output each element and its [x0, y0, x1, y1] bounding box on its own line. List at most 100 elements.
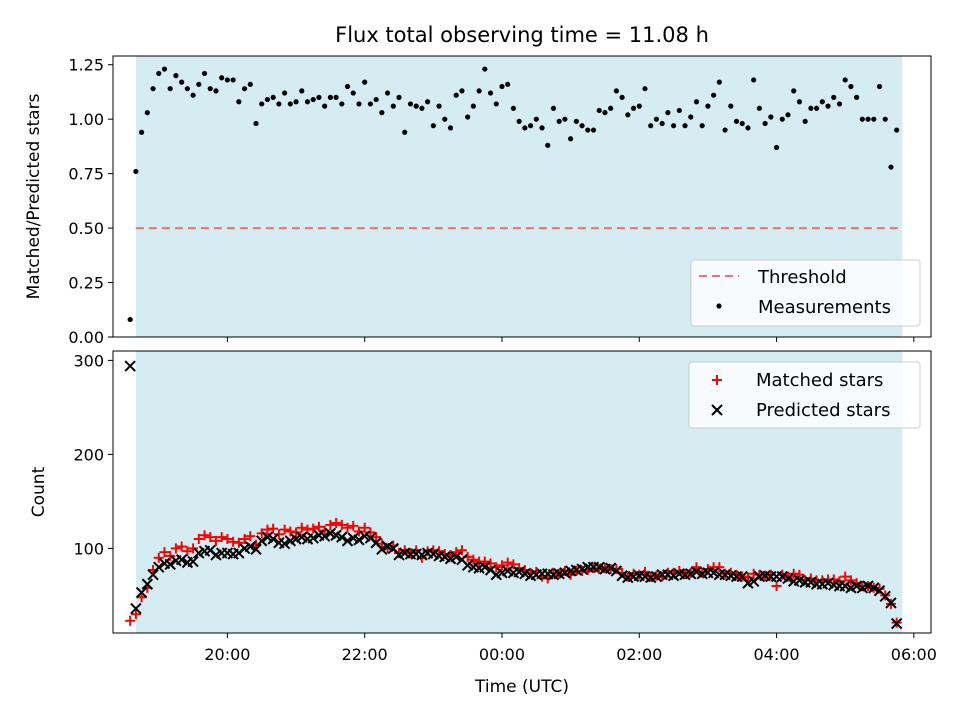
predicted-star-marker [318, 530, 331, 542]
measurement-point [510, 105, 517, 111]
measurement-point [848, 83, 854, 90]
bottom-legend: Matched stars Predicted stars [688, 361, 921, 429]
predicted-stars-markers [124, 360, 903, 630]
measurement-point [379, 110, 385, 116]
measurement-point [487, 90, 494, 96]
measurement-point [230, 77, 236, 83]
bottom-y-tick-label: 300 [73, 351, 104, 370]
measurement-point [396, 94, 402, 100]
measurement-point [459, 88, 465, 94]
measurement-point [842, 77, 848, 83]
top-x-tick-marks [226, 337, 915, 342]
measurement-point [585, 127, 591, 133]
bottom-y-tick-label: 200 [73, 445, 104, 464]
legend-measurements-swatch [716, 303, 722, 309]
measurement-point [493, 101, 499, 107]
predicted-star-marker [862, 580, 874, 592]
predicted-star-marker [244, 540, 256, 553]
bottom-y-axis: 100 200 300 [73, 351, 113, 558]
predicted-star-marker [736, 570, 748, 583]
predicted-star-marker [885, 597, 897, 609]
measurement-point [733, 118, 740, 124]
measurement-point [413, 103, 419, 109]
bottom-legend-box [688, 361, 921, 429]
measurement-point [161, 66, 168, 72]
predicted-star-marker [456, 553, 468, 566]
measurement-point [482, 66, 488, 72]
measurement-point [522, 125, 528, 131]
predicted-star-marker [261, 531, 274, 543]
predicted-star-marker [673, 568, 686, 580]
measurement-point [505, 81, 511, 87]
predicted-star-marker [358, 530, 371, 542]
measurement-point [527, 123, 534, 129]
measurement-point [596, 107, 602, 114]
measurement-point [819, 99, 825, 105]
predicted-star-marker [187, 555, 199, 568]
predicted-star-marker [467, 561, 480, 573]
predicted-star-marker [707, 567, 720, 579]
measurement-point [287, 101, 293, 107]
predicted-star-marker [364, 532, 377, 544]
measurement-point [236, 99, 242, 105]
measurement-point [139, 129, 145, 135]
x-axis-label: Time (UTC) [474, 677, 569, 697]
measurement-point [808, 105, 814, 111]
measurement-point [562, 116, 568, 122]
measurement-point [699, 123, 705, 129]
predicted-star-marker [427, 548, 440, 560]
measurement-point [447, 125, 454, 131]
measurement-point [648, 123, 654, 129]
top-y-tick-label: 0.75 [68, 165, 104, 184]
x-tick-label: 04:00 [753, 645, 799, 664]
predicted-star-marker [204, 544, 216, 556]
measurement-point [127, 316, 133, 323]
bottom-x-axis: 20:00 22:00 00:00 02:00 04:00 06:00 [204, 633, 937, 664]
measurement-point [476, 88, 482, 94]
top-y-axis: 0.00 0.25 0.50 0.75 1.00 1.25 [68, 56, 113, 347]
top-y-tick-label: 1.00 [68, 110, 104, 129]
x-tick-label: 02:00 [616, 645, 662, 664]
legend-matched-swatch [712, 375, 722, 385]
predicted-star-marker [593, 561, 605, 573]
predicted-star-marker [873, 584, 886, 597]
measurement-point [339, 101, 345, 107]
measurement-point [831, 94, 837, 100]
measurement-point [344, 83, 351, 90]
predicted-star-marker [479, 561, 491, 573]
measurement-point [739, 120, 745, 127]
measurement-point [241, 86, 248, 92]
measurement-point [356, 101, 362, 107]
predicted-star-marker [639, 570, 651, 583]
measurement-points [127, 66, 900, 323]
predicted-star-marker [273, 537, 285, 549]
measurement-point [470, 103, 476, 109]
predicted-star-marker [153, 561, 165, 573]
measurement-point [882, 116, 888, 122]
predicted-star-marker [313, 529, 325, 541]
measurement-point [716, 79, 722, 85]
bottom-panel: 100 200 300 20:00 22:00 00:00 02:00 04:00 06:00… [29, 350, 937, 697]
measurement-point [316, 94, 322, 100]
measurement-point [299, 88, 305, 94]
measurement-point [304, 99, 311, 105]
measurement-point [436, 103, 442, 109]
measurement-point [310, 96, 316, 103]
predicted-star-marker [387, 542, 400, 555]
measurement-point [276, 101, 282, 107]
measurement-point [196, 81, 202, 87]
measurement-point [201, 70, 208, 77]
predicted-star-marker [450, 551, 462, 563]
measurement-point [327, 94, 333, 100]
top-legend: Threshold Measurements [690, 259, 921, 327]
measurement-point [682, 123, 688, 129]
predicted-star-marker [484, 564, 497, 576]
predicted-star-marker [822, 577, 834, 589]
bottom-y-tick-label: 100 [73, 539, 104, 558]
measurement-point [894, 127, 900, 133]
measurement-point [264, 96, 271, 103]
predicted-star-marker [135, 586, 148, 599]
top-y-tick-label: 0.00 [68, 328, 104, 347]
predicted-star-marker [616, 569, 628, 582]
predicted-star-marker [336, 531, 348, 543]
